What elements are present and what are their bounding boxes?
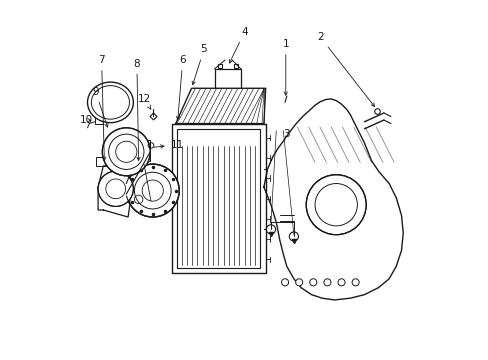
- Circle shape: [126, 164, 179, 217]
- Bar: [96, 157, 107, 166]
- Circle shape: [351, 279, 358, 286]
- Text: 5: 5: [192, 45, 207, 85]
- Text: 9: 9: [92, 87, 108, 127]
- Bar: [143, 140, 150, 148]
- Text: 7: 7: [98, 55, 106, 161]
- Circle shape: [323, 279, 330, 286]
- Text: 12: 12: [137, 94, 151, 109]
- Circle shape: [309, 279, 316, 286]
- Text: 8: 8: [133, 59, 140, 161]
- Circle shape: [98, 171, 133, 207]
- Circle shape: [289, 232, 298, 241]
- Text: 6: 6: [176, 55, 186, 120]
- Circle shape: [295, 279, 302, 286]
- Text: 1: 1: [282, 39, 288, 95]
- Bar: [94, 118, 103, 123]
- Polygon shape: [175, 88, 265, 123]
- Text: 10: 10: [80, 115, 93, 125]
- Circle shape: [337, 279, 345, 286]
- Text: 11: 11: [153, 140, 183, 150]
- Circle shape: [281, 279, 288, 286]
- Polygon shape: [264, 99, 403, 300]
- Text: 2: 2: [316, 32, 374, 107]
- Polygon shape: [98, 164, 130, 217]
- Polygon shape: [172, 123, 265, 274]
- Ellipse shape: [87, 82, 133, 123]
- Bar: [143, 153, 150, 161]
- Text: 3: 3: [283, 129, 289, 139]
- Circle shape: [305, 175, 366, 235]
- Circle shape: [266, 225, 275, 234]
- Text: 4: 4: [229, 27, 247, 63]
- Circle shape: [102, 128, 150, 176]
